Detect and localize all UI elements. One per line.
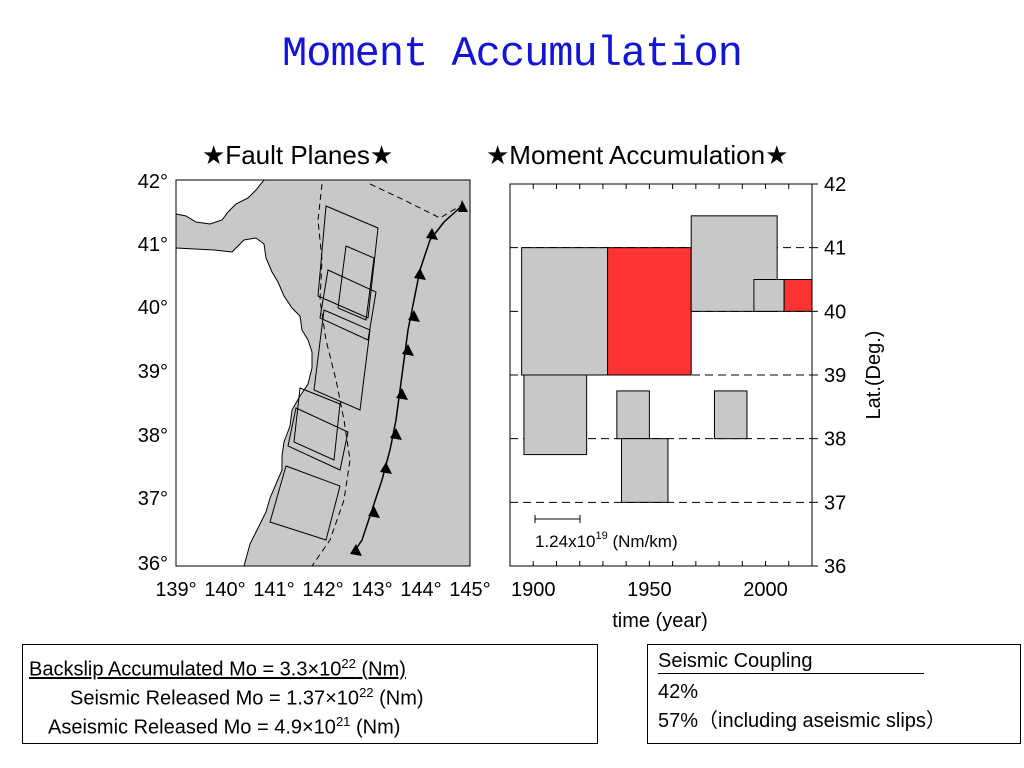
ytick-label: 38	[824, 429, 846, 451]
x-axis-label: time (year)	[612, 610, 708, 632]
map-xtick: 141°	[253, 579, 294, 601]
map-xtick: 145°	[449, 579, 490, 601]
map-ytick: 36°	[138, 553, 168, 575]
map-axes: 42° 41° 40° 39° 38° 37° 36° 139° 140° 14…	[138, 171, 491, 601]
map-xtick: 139°	[155, 579, 196, 601]
slide-title: Moment Accumulation	[282, 30, 743, 78]
coupling-value-aseismic: 57%（including aseismic slips）	[658, 710, 946, 732]
coupling-value: 42%	[658, 681, 699, 703]
moment-blocks	[521, 215, 813, 503]
backslip-line: Backslip Accumulated Mo = 3.3×1022 (Nm)	[29, 656, 406, 681]
scale-label: 1.24x1019 (Nm/km)	[535, 530, 678, 551]
ytick-label: 41	[824, 238, 846, 260]
map-ytick: 37°	[138, 488, 168, 510]
map-xtick: 143°	[351, 579, 392, 601]
accumulated-moment-block	[521, 247, 609, 376]
coupling-heading: Seismic Coupling	[658, 649, 924, 674]
moment-accumulation-title: ★Moment Accumulation★	[486, 140, 789, 170]
map-ytick: 38°	[138, 425, 168, 447]
map-ytick: 41°	[138, 234, 168, 256]
ytick-label: 40	[824, 301, 846, 323]
chart-ticks: 42 41 40 39 38 37 36 1900 1950 2000	[509, 174, 846, 601]
released-moment-block	[783, 279, 813, 312]
subduction-line	[353, 203, 465, 553]
map-xtick: 140°	[204, 579, 245, 601]
accumulated-moment-block	[621, 438, 669, 503]
ytick-label: 39	[824, 365, 846, 387]
ytick-label: 36	[824, 556, 846, 578]
accumulated-moment-block	[753, 279, 785, 312]
moment-summary-box: Backslip Accumulated Mo = 3.3×1022 (Nm) …	[22, 644, 598, 744]
ytick-label: 37	[824, 492, 846, 514]
released-moment-block	[607, 247, 692, 376]
fault-map: 42° 41° 40° 39° 38° 37° 36° 139° 140° 14…	[138, 171, 491, 601]
ytick-label: 42	[824, 174, 846, 196]
xtick-label: 2000	[743, 579, 788, 601]
xtick-label: 1900	[511, 579, 556, 601]
subduction-teeth	[350, 200, 468, 556]
aseismic-released-line: Aseismic Released Mo = 4.9×1021 (Nm)	[48, 714, 401, 739]
land-hokkaido	[175, 179, 266, 225]
trench-boundary	[311, 183, 351, 567]
y-axis-label: Lat.(Deg.)	[863, 331, 885, 420]
map-ytick: 42°	[138, 171, 168, 193]
fault-planes	[269, 205, 379, 541]
moment-chart: 42 41 40 39 38 37 36 1900 1950 2000 1.24x1019 (Nm…	[509, 174, 885, 632]
coupling-box: Seismic Coupling 42% 57%（including aseis…	[647, 644, 1021, 744]
accumulated-moment-block	[713, 390, 748, 440]
fault-planes-title: ★Fault Planes★	[202, 140, 394, 170]
xtick-label: 1950	[627, 579, 672, 601]
accumulated-moment-block	[616, 390, 650, 440]
map-ytick: 39°	[138, 361, 168, 383]
map-xtick: 142°	[302, 579, 343, 601]
map-ytick: 40°	[138, 297, 168, 319]
map-xtick: 144°	[400, 579, 441, 601]
seismic-released-line: Seismic Released Mo = 1.37×1022 (Nm)	[70, 685, 424, 710]
land-tohoku	[175, 237, 313, 567]
accumulated-moment-block	[523, 374, 588, 456]
